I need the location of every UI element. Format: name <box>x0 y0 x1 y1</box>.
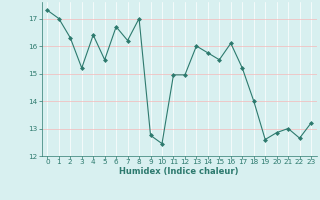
X-axis label: Humidex (Indice chaleur): Humidex (Indice chaleur) <box>119 167 239 176</box>
